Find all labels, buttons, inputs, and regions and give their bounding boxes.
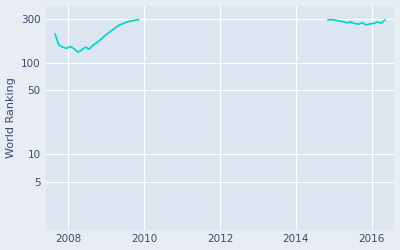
Y-axis label: World Ranking: World Ranking [6,77,16,158]
